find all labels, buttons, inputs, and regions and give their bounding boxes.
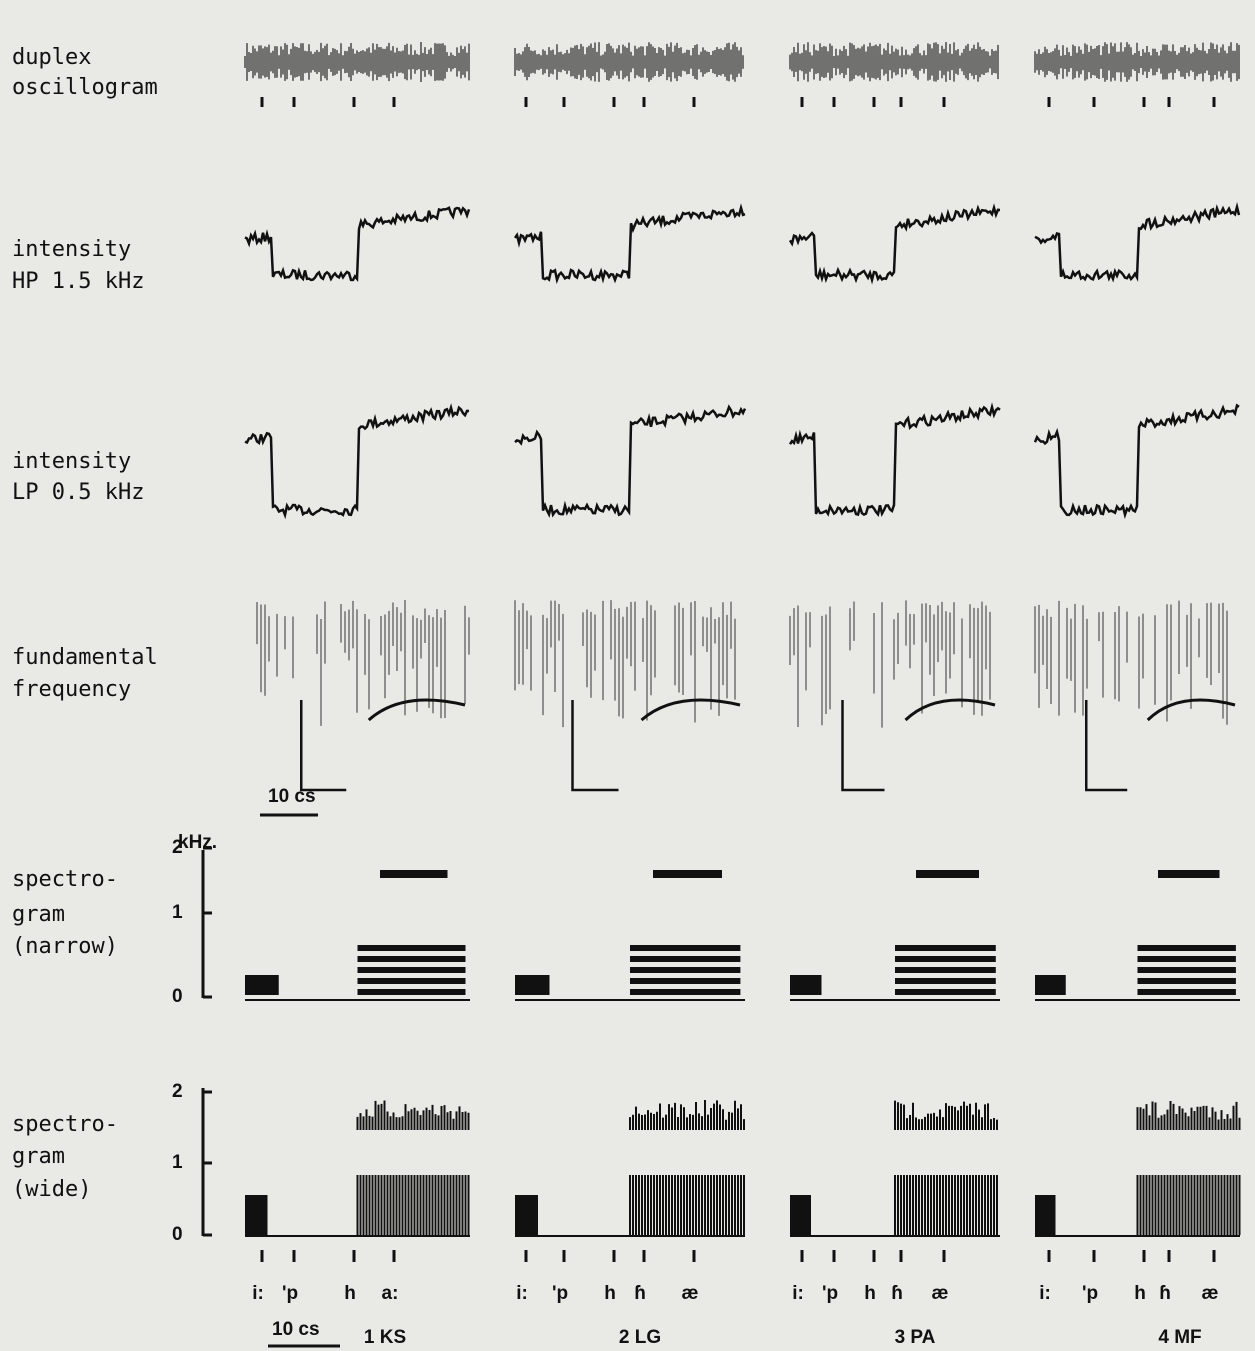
phone-label: æ xyxy=(682,1283,699,1304)
phone-label: æ xyxy=(1202,1283,1219,1304)
row-label: duplex xyxy=(12,45,91,70)
figure: 10 cs 10 cs kHz. duplex oscillogram intens… xyxy=(0,0,1255,1351)
phone-label: 'p xyxy=(552,1283,568,1304)
row-label: gram xyxy=(12,1144,65,1169)
harmonic xyxy=(1138,978,1236,984)
onset-energy xyxy=(515,975,550,995)
harmonic xyxy=(358,989,466,995)
phone-label: h xyxy=(1134,1283,1146,1304)
phone-label: 'p xyxy=(282,1283,298,1304)
phone-label: h xyxy=(864,1283,876,1304)
row-label: gram xyxy=(12,902,65,927)
harmonic xyxy=(380,870,448,878)
onset-energy xyxy=(245,1195,268,1235)
harmonic xyxy=(895,956,996,962)
phone-label: æ xyxy=(932,1283,949,1304)
harmonic xyxy=(358,978,466,984)
harmonic xyxy=(895,989,996,995)
speaker-label: 3 PA xyxy=(895,1327,936,1348)
row-label: fundamental xyxy=(12,645,158,670)
row-label: (narrow) xyxy=(12,934,118,959)
harmonic xyxy=(895,978,996,984)
onset-energy xyxy=(1035,975,1066,995)
harmonic xyxy=(630,978,740,984)
onset-energy xyxy=(245,975,279,995)
phone-label: i: xyxy=(252,1283,264,1304)
phone-label: ɦ xyxy=(634,1283,646,1304)
speaker-label: 1 KS xyxy=(364,1327,406,1348)
row-label: intensity xyxy=(12,449,131,474)
onset-energy xyxy=(790,1195,811,1235)
harmonic xyxy=(1158,870,1220,878)
tick-label: 1 xyxy=(172,902,183,923)
tick-label: 1 xyxy=(172,1152,183,1173)
scale-label: 10 cs xyxy=(268,786,316,807)
tick-label: 2 xyxy=(172,837,183,858)
harmonic xyxy=(916,870,979,878)
harmonic xyxy=(895,967,996,973)
speaker-label: 2 LG xyxy=(619,1327,661,1348)
phone-label: i: xyxy=(792,1283,804,1304)
onset-energy xyxy=(790,975,822,995)
harmonic xyxy=(630,945,740,951)
axis-unit: kHz. xyxy=(178,832,217,853)
row-label: (wide) xyxy=(12,1177,91,1202)
tick-label: 2 xyxy=(172,1081,183,1102)
harmonic xyxy=(1138,945,1236,951)
harmonic xyxy=(358,956,466,962)
phone-label: h xyxy=(604,1283,616,1304)
harmonic xyxy=(630,956,740,962)
phone-label: i: xyxy=(1039,1283,1051,1304)
harmonic xyxy=(653,870,722,878)
phone-label: i: xyxy=(516,1283,528,1304)
speaker-label: 4 MF xyxy=(1158,1327,1201,1348)
harmonic xyxy=(630,967,740,973)
phone-label: a: xyxy=(382,1283,399,1304)
tick-label: 0 xyxy=(172,1224,183,1245)
row-label: frequency xyxy=(12,677,131,702)
phone-label: 'p xyxy=(822,1283,838,1304)
harmonic xyxy=(630,989,740,995)
row-label: oscillogram xyxy=(12,75,158,100)
harmonic xyxy=(1138,956,1236,962)
harmonic xyxy=(1138,989,1236,995)
row-label: HP 1.5 kHz xyxy=(12,269,144,294)
row-label: spectro- xyxy=(12,1112,118,1137)
harmonic xyxy=(1138,967,1236,973)
harmonic xyxy=(358,967,466,973)
harmonic xyxy=(895,945,996,951)
harmonic xyxy=(358,945,466,951)
row-label: spectro- xyxy=(12,867,118,892)
phone-label: ɦ xyxy=(891,1283,903,1304)
onset-energy xyxy=(515,1195,538,1235)
row-label: LP 0.5 kHz xyxy=(12,480,144,505)
phone-label: h xyxy=(344,1283,356,1304)
phone-label: 'p xyxy=(1082,1283,1098,1304)
scale-label: 10 cs xyxy=(272,1319,320,1340)
tick-label: 0 xyxy=(172,986,183,1007)
onset-energy xyxy=(1035,1195,1056,1235)
phone-label: ɦ xyxy=(1159,1283,1171,1304)
row-label: intensity xyxy=(12,237,131,262)
